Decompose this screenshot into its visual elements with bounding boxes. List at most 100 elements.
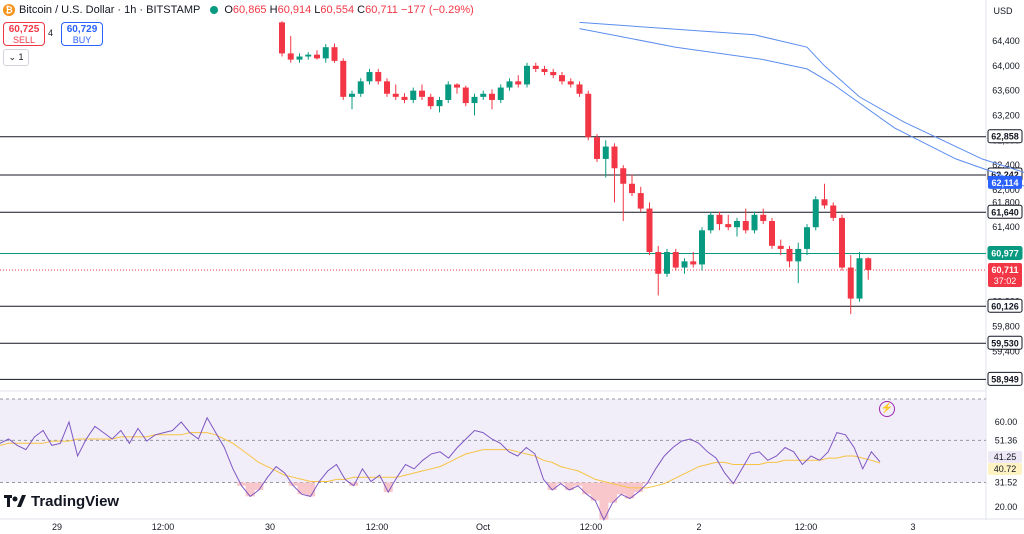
candle-body: [751, 214, 758, 231]
rsi-value-tag: [988, 462, 1022, 475]
candle-body: [629, 183, 635, 194]
candle-body: [340, 60, 347, 97]
candle-body: [410, 90, 417, 100]
level-tag: [987, 204, 1023, 219]
lots-selector[interactable]: ⌄ 1: [3, 49, 29, 66]
spread-value: 4: [48, 28, 54, 38]
time-tick-label: 29: [52, 522, 62, 532]
candle-body: [287, 53, 294, 60]
currency-label: USD: [993, 6, 1013, 16]
candle-body: [322, 47, 329, 59]
price-tag-label: 60,711: [991, 265, 1018, 275]
bitcoin-icon: ₿: [3, 4, 15, 16]
lots-value: 1: [18, 52, 24, 62]
candle-body: [489, 93, 495, 100]
price-tick-label: 59,400: [992, 346, 1020, 356]
sell-label: SELL: [12, 35, 36, 45]
candle-body: [384, 81, 390, 94]
price-tick-label: 61,800: [992, 197, 1020, 207]
candle-body: [375, 72, 382, 82]
time-tick-label: 12:00: [366, 522, 389, 532]
time-tick-label: Oct: [476, 522, 491, 532]
candle-body: [541, 68, 548, 73]
candle-body: [585, 93, 592, 138]
level-label: 59,530: [991, 338, 1019, 348]
level-label: 62,242: [991, 170, 1019, 180]
candle-body: [742, 221, 749, 231]
candle-body: [786, 248, 793, 262]
candle-body: [777, 245, 784, 249]
rsi-tick-label: 31.52: [995, 478, 1018, 488]
candle-body: [436, 99, 443, 107]
candle-body: [856, 258, 863, 299]
moving-average-line: [579, 21, 1024, 173]
candle-body: [725, 224, 732, 228]
countdown-label: 37:02: [994, 276, 1017, 286]
candle-body: [611, 146, 618, 169]
alert-bolt-icon[interactable]: ⚡: [879, 401, 895, 417]
price-tick-label: 63,200: [992, 110, 1020, 120]
candle-body: [699, 230, 705, 265]
candle-body: [812, 199, 819, 228]
candle-body: [532, 65, 539, 69]
buy-button[interactable]: 60,729 BUY: [61, 22, 103, 46]
candle-body: [865, 258, 872, 270]
candle-body: [576, 84, 583, 94]
candle-body: [830, 205, 837, 218]
candle-body: [769, 221, 775, 246]
candle-body: [795, 248, 802, 262]
high-value: 60,914: [277, 4, 312, 16]
tradingview-logo: TradingView: [4, 493, 119, 510]
candle-body: [690, 261, 697, 265]
level-tag: [987, 335, 1023, 350]
candle-body: [401, 96, 408, 100]
symbol-title[interactable]: Bitcoin / U.S. Dollar · 1h · BITSTAMP: [19, 4, 201, 16]
candle-body: [620, 168, 627, 184]
close-value: 60,711: [365, 4, 398, 16]
candle-body: [637, 193, 644, 209]
tradingview-logo-icon: [4, 494, 26, 507]
candle-body: [847, 267, 854, 299]
level-label: 60,977: [991, 248, 1019, 258]
candle-body: [550, 72, 557, 76]
time-tick-label: 12:00: [795, 522, 818, 532]
level-label: 58,949: [991, 374, 1019, 384]
time-tick-label: 12:00: [152, 522, 175, 532]
rsi-value-tag: [988, 450, 1022, 463]
buy-label: BUY: [72, 35, 92, 45]
candle-body: [524, 65, 530, 85]
change-value: −177 (−0.29%): [400, 4, 474, 16]
candle-body: [804, 227, 810, 249]
moving-average-line: [579, 28, 1024, 187]
candle-body: [734, 221, 740, 228]
open-value: 60,865: [232, 4, 267, 16]
candle-body: [497, 87, 504, 100]
ohlc-values: O60,865 H60,914 L60,554 C60,711 −177 (−0…: [224, 4, 474, 16]
candle-body: [357, 81, 364, 94]
price-tick-label: 59,800: [992, 322, 1020, 332]
sell-button[interactable]: 60,725 SELL: [3, 22, 45, 46]
rsi-value-label: 41.25: [994, 452, 1017, 462]
time-tick-label: 2: [696, 522, 701, 532]
logo-text: TradingView: [31, 493, 120, 510]
buy-price: 60,729: [66, 24, 98, 35]
candle-body: [454, 84, 460, 88]
chart-header: ₿ Bitcoin / U.S. Dollar · 1h · BITSTAMP …: [0, 0, 980, 20]
candle-body: [279, 22, 285, 54]
time-tick-label: 3: [910, 522, 915, 532]
candle-body: [445, 84, 452, 100]
time-tick-label: 12:00: [580, 522, 603, 532]
candle-body: [506, 81, 513, 88]
low-value: 60,554: [320, 4, 355, 16]
candle-body: [839, 217, 845, 268]
rsi-tick-label: 60.00: [995, 417, 1018, 427]
candle-body: [594, 137, 600, 159]
level-label: 62,858: [991, 132, 1019, 142]
candle-body: [664, 252, 670, 274]
candle-body: [331, 47, 338, 61]
candle-body: [471, 96, 478, 104]
time-tick-label: 30: [265, 522, 275, 532]
candle-body: [462, 87, 469, 104]
rsi-ma-line: [0, 432, 881, 489]
